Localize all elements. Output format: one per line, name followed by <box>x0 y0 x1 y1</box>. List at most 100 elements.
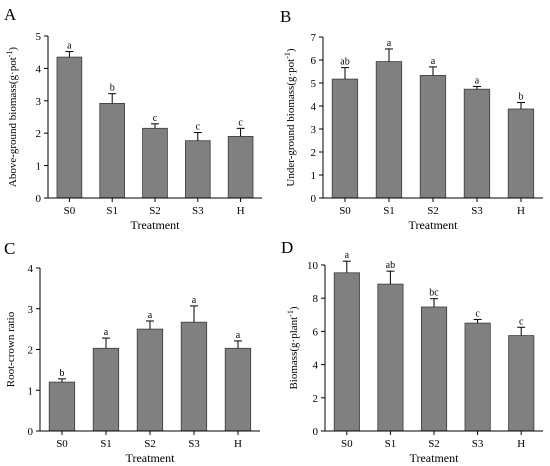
panel-d-sig-h: c <box>519 316 524 327</box>
panel-d-ytick-label: 0 <box>313 426 319 438</box>
panel-a-bar-s0 <box>56 56 83 199</box>
panel-c-sig-s2: a <box>148 310 153 321</box>
panel-a-bar-s1 <box>99 103 126 199</box>
panel-a-letter: A <box>4 5 17 24</box>
panel-d-sig-s0: a <box>345 250 350 261</box>
panel-a-ytick-label: 0 <box>36 193 42 205</box>
panel-b-ytick-label: 2 <box>311 147 317 159</box>
panel-c: Cb S0 a S1 a S2 a S3 a H 0 1 2 3 4 Treatment Root-crown … <box>4 239 260 465</box>
panel-b-xtick-label: S2 <box>427 205 439 217</box>
panel-a-ytick-label: 3 <box>36 96 42 108</box>
panel-c-y-axis-title: Root-crown ratio <box>5 311 17 387</box>
panel-a-errorbar-s3 <box>193 132 202 141</box>
panel-c-x-axis-title: Treatment <box>126 451 176 465</box>
panel-b-errorbar-h <box>517 102 525 109</box>
panel-d-y-axis-title: Biomass(g·plant-1) <box>286 306 300 389</box>
panel-b-letter: B <box>280 7 291 26</box>
panel-b-x-axis-title: Treatment <box>409 218 459 232</box>
panel-a-xtick-label: S3 <box>192 205 204 217</box>
panel-c-errorbar-s0 <box>58 378 66 383</box>
panel-d-sig-s2: bc <box>429 288 439 299</box>
panel-b-bar-h <box>507 108 535 199</box>
panel-b-xtick-label: S3 <box>471 205 483 217</box>
panel-c-xtick-label: S3 <box>188 438 200 450</box>
panel-a-xtick-label: S0 <box>64 205 76 217</box>
panel-b-errorbar-s3 <box>473 85 481 90</box>
panel-c-ytick-label: 0 <box>28 426 34 438</box>
panel-b-ytick-label: 6 <box>311 55 317 67</box>
panel-a-xtick-label: S1 <box>106 205 118 217</box>
panel-c-ytick-label: 4 <box>28 263 34 275</box>
panel-c-sig-s0: b <box>60 368 65 379</box>
panel-b-ytick-label: 1 <box>311 170 317 182</box>
panel-c-xtick-label: S2 <box>144 438 156 450</box>
panel-c-errorbar-s2 <box>146 320 154 330</box>
panel-d-x-axis-title: Treatment <box>410 451 460 465</box>
panel-c-bar-s2 <box>136 328 164 432</box>
panel-b-errorbar-s2 <box>429 66 437 76</box>
panel-b-ytick-label: 0 <box>311 193 317 205</box>
panel-c-ytick-label: 2 <box>28 345 34 357</box>
panel-d-xtick-label: S2 <box>428 438 440 450</box>
panel-c-bar-s0 <box>48 381 76 432</box>
panel-c-xtick-label: S1 <box>100 438 112 450</box>
panel-a-errorbar-s0 <box>65 51 74 58</box>
panel-b-xtick-label: S0 <box>339 205 351 217</box>
panel-a-ytick-label: 5 <box>36 31 42 43</box>
panel-d-sig-s1: ab <box>386 260 395 271</box>
panel-c-errorbar-h <box>234 340 242 349</box>
panel-d-sig-s3: c <box>475 308 480 319</box>
panel-a-ytick-label: 2 <box>36 128 42 140</box>
panel-a-bar-s3 <box>184 140 211 199</box>
panel-b-ytick-label: 5 <box>311 78 317 90</box>
panel-c-ytick-label: 3 <box>28 304 34 316</box>
panel-a-errorbar-h <box>236 127 245 137</box>
panel-b: Bab S0 a S1 a S2 a S3 b H 0 1 2 3 4 5 6 7 Treatment Under-g… <box>280 7 543 232</box>
panel-b-sig-s2: a <box>431 56 436 67</box>
panel-b-sig-h: b <box>519 92 524 103</box>
panel-b-xtick-label: S1 <box>383 205 395 217</box>
panel-b-bar-s2 <box>419 75 447 199</box>
panel-d-bar-h <box>508 335 535 432</box>
panel-a-x-axis-title: Treatment <box>131 218 181 232</box>
panel-a-sig-s2: c <box>153 113 158 124</box>
panel-d-bar-s2 <box>420 306 448 432</box>
panel-d-ytick-label: 8 <box>313 293 319 305</box>
panel-a-bar-s2 <box>142 127 168 199</box>
panel-b-ytick-label: 7 <box>311 32 317 44</box>
panel-d-ytick-label: 6 <box>313 326 319 338</box>
panel-b-sig-s3: a <box>475 75 480 86</box>
panel-b-ytick-label: 3 <box>311 124 317 136</box>
panel-a-xtick-label: H <box>237 205 245 217</box>
panel-d-errorbar-s3 <box>473 318 482 324</box>
panel-d-errorbar-s1 <box>386 270 395 285</box>
panel-a-sig-s1: b <box>110 83 115 94</box>
panel-c-ytick-label: 1 <box>28 385 34 397</box>
panel-c-bar-h <box>224 347 252 432</box>
panel-b-sig-s0: ab <box>340 57 349 68</box>
panel-c-sig-s1: a <box>104 327 109 338</box>
panel-d-errorbar-s0 <box>342 260 351 273</box>
panel-a-ytick-label: 4 <box>36 63 42 75</box>
panel-c-xtick-label: S0 <box>56 438 68 450</box>
panel-d-ytick-label: 4 <box>313 360 319 372</box>
panel-d-ytick-label: 2 <box>313 393 319 405</box>
panel-d-ytick-label: 10 <box>307 260 319 272</box>
panel-c-errorbar-s3 <box>190 305 198 323</box>
panel-d-errorbar-s2 <box>430 298 438 307</box>
panel-a-xtick-label: S2 <box>149 205 161 217</box>
panel-b-bar-s3 <box>463 88 491 199</box>
panel-d-bar-s3 <box>464 322 491 432</box>
panel-c-xtick-label: H <box>234 438 242 450</box>
panel-a-errorbar-s2 <box>151 123 159 129</box>
panel-d-xtick-label: S0 <box>341 438 353 450</box>
panel-d-xtick-label: S3 <box>472 438 484 450</box>
panel-a-y-axis-title: Above-ground biomass(g·pot-1) <box>5 47 19 188</box>
panel-d-bar-s0 <box>333 272 360 432</box>
panel-b-ytick-label: 4 <box>311 101 317 113</box>
panel-d-xtick-label: S1 <box>385 438 397 450</box>
panel-c-bar-s3 <box>180 321 208 432</box>
panel-c-letter: C <box>4 239 15 258</box>
panel-a-bar-h <box>227 135 254 199</box>
panel-b-bar-s0 <box>331 78 359 199</box>
